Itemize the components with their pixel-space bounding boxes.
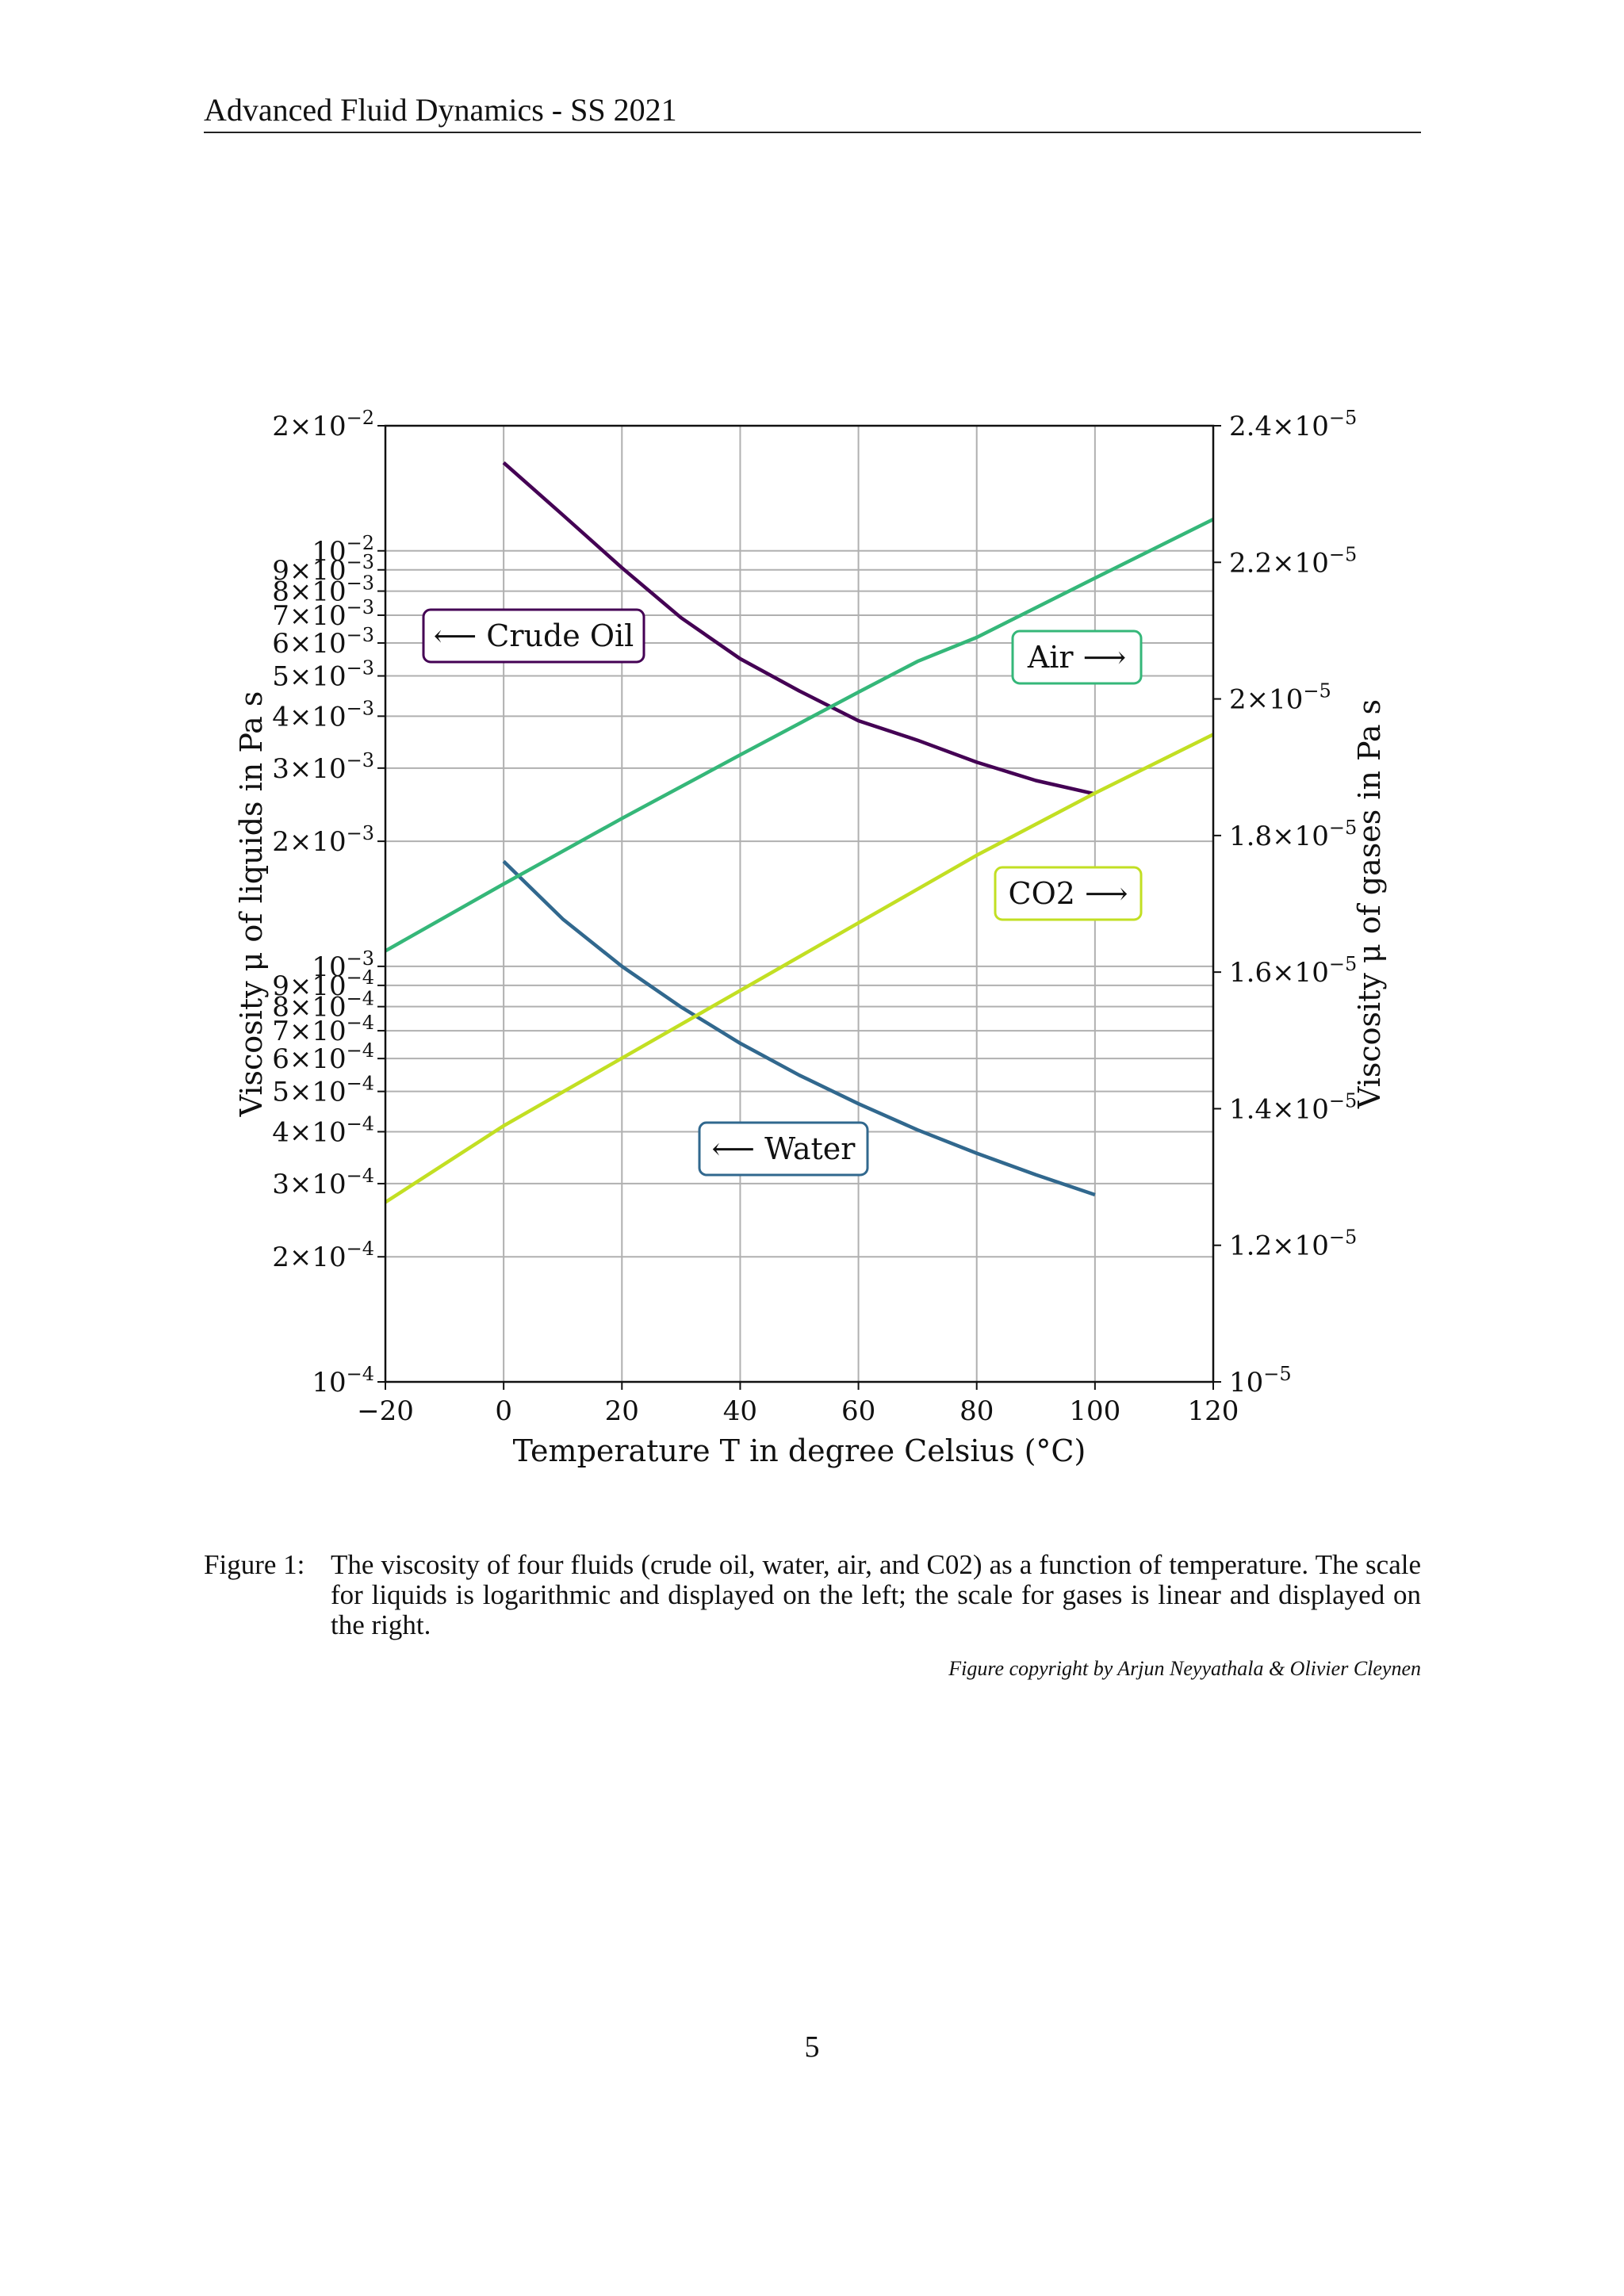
y-left-tick-label: 9×10−3 [272, 551, 374, 587]
y-right-axis-label: Viscosity μ of gases in Pa s [1352, 699, 1387, 1109]
x-tick-label: 40 [723, 1395, 757, 1427]
y-left-tick-label: 6×10−3 [272, 624, 374, 660]
x-tick-label: 80 [959, 1395, 994, 1427]
annotation-box-crude-oil [422, 608, 645, 664]
y-right-tick-label: 1.2×10−5 [1229, 1226, 1357, 1262]
series-annotations: ⟵ Crude Oil Air ⟶ CO2 ⟶ ⟵ Water [422, 608, 1143, 1177]
header-title: Advanced Fluid Dynamics - SS 2021 [204, 92, 677, 128]
y-left-tick-label: 7×10−4 [272, 1012, 374, 1047]
y-left-tick-label: 2×10−2 [272, 407, 374, 442]
y-left-axis-label: Viscosity μ of liquids in Pa s [234, 691, 269, 1118]
y-right-tick-label: 2.4×10−5 [1229, 407, 1357, 442]
annotation-label-co2: CO2 ⟶ [1009, 876, 1128, 911]
y-left-tick-label: 10−3 [312, 947, 374, 983]
series-line-co2 [384, 733, 1215, 1204]
x-tick-label: 60 [841, 1395, 875, 1427]
plot-frame [384, 424, 1215, 1383]
y-right-tick-label: 2.2×10−5 [1229, 543, 1357, 579]
annotation-label-water: ⟵ Water [712, 1131, 856, 1166]
y-left-tick-label: 4×10−3 [272, 697, 374, 733]
x-tick-label: 20 [605, 1395, 639, 1427]
y-left-tick-label: 3×10−3 [272, 749, 374, 785]
y-left-tick-label: 5×10−3 [272, 657, 374, 693]
annotation-box-co2 [994, 866, 1143, 921]
y-left-tick-label: 9×10−4 [272, 966, 374, 1002]
viscosity-chart: −20 0 20 40 60 80 100 120 10−4 2×10−4 3×10−4 4×10−4… [234, 407, 1387, 1468]
caption-label: Figure 1: [204, 1549, 305, 1580]
y-left-tick-label: 3×10−4 [272, 1165, 374, 1200]
page-number: 5 [804, 2030, 820, 2064]
y-left-tick-label: 7×10−3 [272, 596, 374, 632]
y-left-tick-label: 4×10−4 [272, 1112, 374, 1148]
x-tick-label: 120 [1188, 1395, 1239, 1427]
y-left-tick-label: 10−2 [312, 532, 374, 568]
series-line-crude-oil [502, 461, 1096, 796]
y-right-tick-label: 1.4×10−5 [1229, 1089, 1357, 1125]
y-right-tick-label: 2×10−5 [1229, 680, 1331, 716]
x-tick-label: 0 [495, 1395, 512, 1427]
y-left-tick-label: 6×10−4 [272, 1039, 374, 1075]
annotation-box-water [698, 1121, 869, 1177]
y-left-tick-label: 2×10−3 [272, 822, 374, 858]
x-tick-label: 100 [1069, 1395, 1120, 1427]
y-left-tick-label: 10−4 [312, 1363, 374, 1399]
y-right-tick-label: 1.8×10−5 [1229, 817, 1357, 852]
x-tick-label: −20 [357, 1395, 414, 1427]
x-axis-label: Temperature T in degree Celsius (°C) [513, 1433, 1086, 1468]
annotation-label-air: Air ⟶ [1027, 640, 1126, 675]
figure-credit: Figure copyright by Arjun Neyyathala & O… [948, 1657, 1421, 1680]
caption-text: The viscosity of four fluids (crude oil,… [331, 1549, 1421, 1640]
page-header: Advanced Fluid Dynamics - SS 2021 [204, 89, 1421, 133]
y-right-tick-label: 10−5 [1229, 1363, 1292, 1399]
series-lines [384, 461, 1215, 1204]
annotation-label-crude-oil: ⟵ Crude Oil [434, 618, 634, 653]
series-line-air [384, 517, 1215, 953]
annotation-box-air [1011, 629, 1143, 685]
y-left-tick-label: 2×10−4 [272, 1238, 374, 1273]
y-right-tick-label: 1.6×10−5 [1229, 953, 1357, 989]
y-left-tick-label: 5×10−4 [272, 1073, 374, 1108]
y-left-tick-label: 8×10−3 [272, 572, 374, 608]
axis-ticks: −20 0 20 40 60 80 100 120 10−4 2×10−4 3×10−4 4×10−4… [272, 407, 1357, 1427]
y-left-tick-label: 8×10−4 [272, 988, 374, 1024]
series-line-water [502, 859, 1096, 1197]
